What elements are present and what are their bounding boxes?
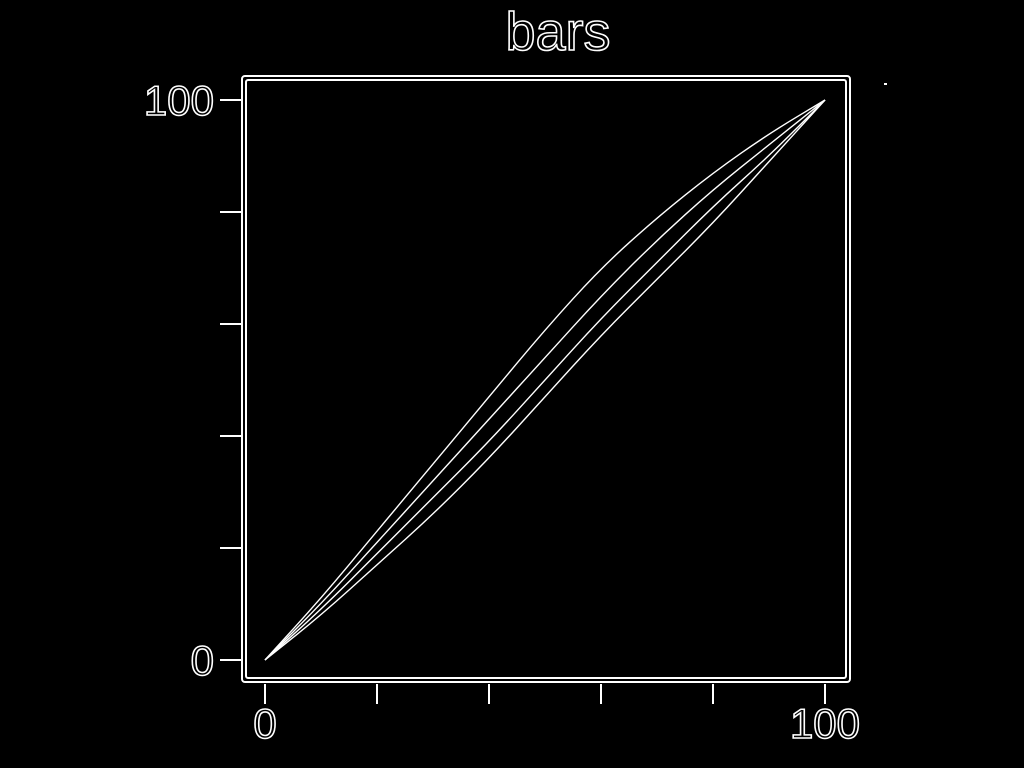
y-axis: 0 100 <box>143 76 242 685</box>
x-tick-label: 100 <box>790 700 860 747</box>
plot-frame <box>241 75 851 683</box>
series-line-4 <box>264 99 826 661</box>
plot-frame-inner <box>245 79 847 679</box>
x-tick-label: 0 <box>253 700 276 747</box>
y-tick-label: 100 <box>144 77 214 124</box>
series-line-3 <box>264 99 826 661</box>
x-axis: 0 100 <box>253 684 861 748</box>
chart-title: bars <box>505 2 610 62</box>
y-tick-label: 0 <box>191 637 214 684</box>
corner-marker <box>884 83 887 85</box>
series-line-1 <box>264 99 826 661</box>
series-layer <box>264 99 826 661</box>
series-line-2 <box>264 99 826 661</box>
